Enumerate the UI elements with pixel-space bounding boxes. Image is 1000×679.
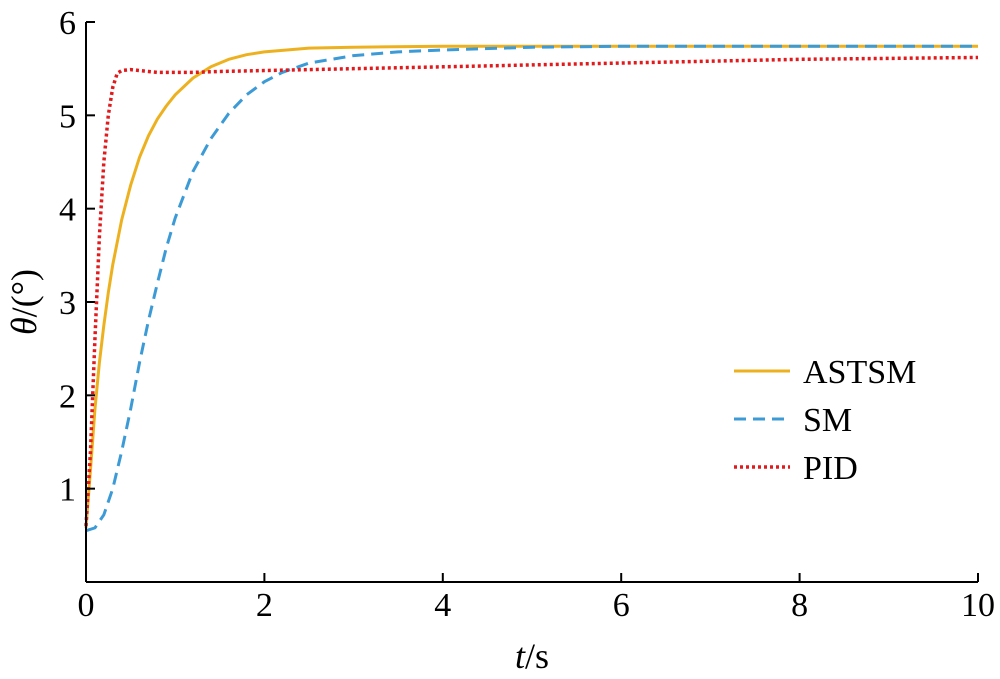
y-axis-label: θ/(°)	[4, 269, 44, 335]
legend-label-pid: PID	[803, 450, 858, 487]
y-tick-label: 3	[59, 285, 76, 322]
x-tick-label: 6	[613, 587, 630, 624]
x-axis-label-unit: /s	[525, 636, 549, 676]
y-axis-label-unit: /(°)	[4, 269, 44, 317]
x-ticks: 0 2 4 6 8 10	[78, 573, 995, 624]
plot-lines	[84, 44, 979, 533]
y-tick-label: 4	[59, 192, 76, 229]
y-tick-label: 1	[59, 472, 76, 509]
x-tick-label: 4	[434, 587, 451, 624]
series-line-astsm	[84, 44, 978, 528]
y-axis-label-var: θ	[4, 317, 44, 335]
y-tick-label: 6	[59, 5, 76, 42]
y-tick-label: 5	[59, 98, 76, 135]
x-axis-label-var: t	[515, 636, 526, 676]
x-tick-label: 2	[256, 587, 273, 624]
legend-label-sm: SM	[803, 402, 852, 439]
legend: ASTSM SM PID	[734, 354, 916, 487]
x-axis-label: t/s	[515, 636, 549, 676]
y-tick-label: 2	[59, 378, 76, 415]
axes	[85, 22, 978, 583]
legend-label-astsm: ASTSM	[803, 354, 916, 391]
y-ticks: 1 2 3 4 5 6	[59, 5, 95, 509]
x-tick-label: 8	[791, 587, 808, 624]
x-tick-label: 0	[78, 587, 95, 624]
x-tick-label: 10	[961, 587, 995, 624]
